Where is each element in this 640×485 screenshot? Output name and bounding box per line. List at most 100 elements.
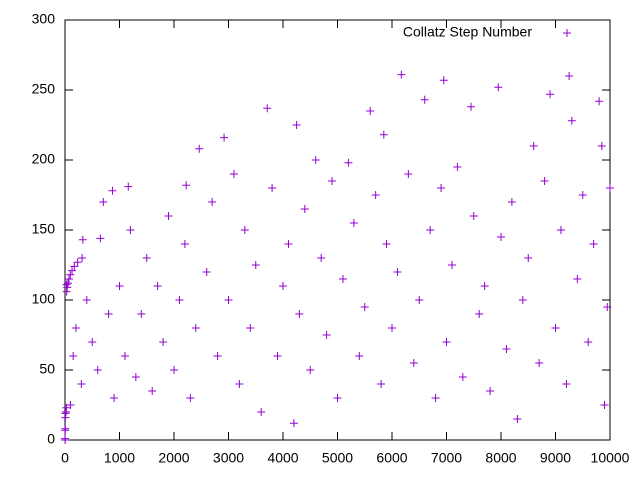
- point: [518, 296, 527, 304]
- point: [524, 254, 533, 262]
- point: [142, 254, 151, 262]
- point: [486, 387, 495, 395]
- point: [344, 158, 353, 167]
- point: [371, 191, 380, 199]
- point: [137, 310, 146, 318]
- y-tick-label: 50: [39, 361, 55, 377]
- point: [382, 240, 391, 248]
- x-tick-label: 2000: [158, 450, 189, 466]
- y-tick-label: 300: [32, 11, 56, 27]
- point: [439, 76, 448, 85]
- point: [540, 177, 549, 185]
- point: [567, 116, 576, 125]
- point: [220, 133, 229, 142]
- point: [77, 380, 86, 388]
- point: [164, 212, 173, 220]
- point: [431, 394, 440, 402]
- point: [453, 163, 462, 171]
- y-tick-label: 100: [32, 291, 56, 307]
- y-tick-label: 250: [32, 81, 56, 97]
- point: [295, 310, 304, 318]
- y-tick-label: 0: [47, 431, 55, 447]
- y-tick-label: 200: [32, 151, 56, 167]
- y-tick-label: 150: [32, 221, 56, 237]
- point: [99, 198, 108, 206]
- point: [322, 331, 331, 339]
- point: [213, 352, 222, 360]
- point: [224, 296, 233, 304]
- point: [131, 373, 140, 381]
- point: [62, 287, 71, 296]
- point: [595, 97, 604, 106]
- point: [63, 283, 72, 292]
- point: [502, 345, 511, 353]
- point: [377, 380, 386, 388]
- point: [110, 394, 119, 402]
- point: [458, 373, 467, 381]
- point: [108, 186, 117, 195]
- point: [311, 156, 320, 164]
- point: [186, 394, 195, 402]
- point: [70, 262, 79, 271]
- point: [257, 408, 266, 416]
- x-tick-label: 1000: [104, 450, 135, 466]
- point: [556, 226, 565, 234]
- x-tick-label: 8000: [485, 450, 516, 466]
- x-tick-label: 7000: [431, 450, 462, 466]
- legend-label: Collatz Step Number: [403, 24, 533, 40]
- point: [153, 282, 162, 290]
- point: [71, 324, 80, 332]
- point: [397, 70, 406, 79]
- point: [426, 226, 435, 234]
- point: [115, 282, 124, 290]
- x-tick-label: 3000: [213, 450, 244, 466]
- point: [180, 240, 189, 248]
- point: [388, 324, 396, 332]
- point: [328, 177, 337, 185]
- point: [202, 268, 211, 276]
- point: [597, 142, 606, 150]
- point: [578, 191, 587, 199]
- point: [415, 296, 424, 304]
- point: [66, 270, 75, 279]
- point: [159, 338, 168, 346]
- point: [88, 338, 97, 346]
- point: [404, 170, 413, 178]
- point: [420, 95, 429, 104]
- point: [289, 419, 298, 428]
- point: [507, 198, 516, 206]
- point: [573, 275, 582, 283]
- point: [565, 72, 574, 80]
- point: [62, 403, 71, 412]
- point: [513, 415, 522, 423]
- x-tick-label: 0: [61, 450, 69, 466]
- point: [61, 424, 70, 433]
- point: [584, 338, 593, 346]
- point: [467, 102, 476, 111]
- point: [338, 275, 347, 283]
- point: [562, 380, 571, 388]
- point: [191, 324, 200, 332]
- point: [437, 184, 446, 192]
- point: [63, 279, 72, 288]
- point: [64, 275, 73, 283]
- point: [300, 205, 309, 213]
- x-tick-label: 5000: [322, 450, 353, 466]
- x-tick-label: 6000: [376, 450, 407, 466]
- point: [469, 212, 478, 220]
- point: [480, 282, 489, 290]
- point: [306, 366, 315, 374]
- point: [66, 401, 75, 409]
- point: [182, 181, 191, 190]
- point: [273, 352, 282, 360]
- point: [268, 184, 277, 192]
- point: [360, 303, 369, 311]
- point: [78, 235, 87, 244]
- point: [120, 352, 129, 360]
- point: [494, 83, 503, 92]
- point: [170, 366, 178, 374]
- point: [73, 258, 82, 267]
- point: [124, 182, 133, 191]
- point: [68, 266, 77, 275]
